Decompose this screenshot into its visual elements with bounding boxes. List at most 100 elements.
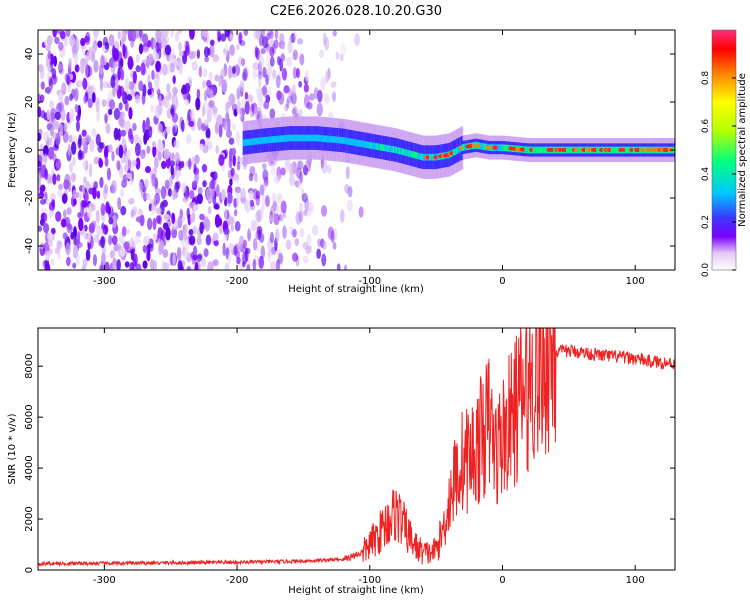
spectrogram-noise-cell <box>196 88 201 100</box>
spectrogram-noise-cell <box>147 39 152 48</box>
spectrogram-noise-cell <box>39 94 45 103</box>
spectrogram-noise-cell <box>154 81 159 92</box>
spectrogram-core-cell <box>403 148 406 156</box>
spectrogram-noise-cell <box>133 253 138 267</box>
spectrogram-noise-cell <box>265 94 271 103</box>
spectrogram-core-cell <box>395 146 398 154</box>
spectrogram-noise-cell <box>52 30 58 38</box>
spectrogram-core-cell <box>464 143 467 151</box>
spectrogram-noise-cell <box>228 137 235 145</box>
spectrogram-noise-cell <box>188 120 195 127</box>
spectrogram-noise-cell <box>280 200 287 214</box>
spectrogram-core-cell <box>317 134 320 142</box>
spectrogram-noise-cell <box>123 163 129 173</box>
spectrogram-noise-cell <box>199 213 205 221</box>
spectrogram-noise-cell <box>101 99 107 108</box>
spectrogram-noise-cell <box>74 103 79 113</box>
spectrogram-noise-cell <box>60 108 66 122</box>
spectrogram-noise-cell <box>308 202 314 213</box>
spectrogram-noise-cell <box>140 62 146 76</box>
spectrogram-noise-cell <box>294 180 300 188</box>
spectrogram-noise-cell <box>260 30 266 39</box>
spectrogram-core-cell <box>382 144 386 152</box>
spectrogram-noise-cell <box>286 56 293 68</box>
spectrogram-noise-cell <box>77 138 82 149</box>
spectrogram-noise-cell <box>280 52 285 63</box>
spectrogram-core-cell <box>624 146 628 154</box>
spectrogram-core-cell <box>261 137 265 144</box>
spectrogram-noise-cell <box>97 40 103 48</box>
spectrogram-noise-cell <box>293 31 297 42</box>
x-tick-label: -100 <box>358 575 381 586</box>
spectrogram-noise-cell <box>108 34 115 47</box>
spectrogram-noise-cell <box>46 109 50 121</box>
spectrogram-noise-cell <box>269 56 275 67</box>
spectrogram-noise-cell <box>128 197 135 205</box>
spectrogram-core-cell <box>252 138 255 146</box>
spectrogram-noise-cell <box>44 259 50 267</box>
spectrogram-core-cell <box>360 140 363 148</box>
spectrogram-core-cell <box>406 149 410 157</box>
spectrogram-core-cell <box>366 141 370 149</box>
spectrogram-noise-cell <box>143 246 149 254</box>
spectrogram-core-cell <box>349 138 352 146</box>
spectrogram-noise-cell <box>61 193 68 204</box>
spectrogram-noise-cell <box>226 118 231 131</box>
spectrogram-noise-cell <box>207 47 211 56</box>
spectrogram-core-cell <box>497 144 500 151</box>
spectrogram-core-cell <box>430 153 434 161</box>
spectrogram-noise-cell <box>124 261 130 268</box>
spectrogram-noise-cell <box>92 92 96 104</box>
spectrogram-noise-cell <box>344 183 350 194</box>
spectrogram-core-cell <box>355 139 359 147</box>
spectrogram-core-cell <box>484 143 488 151</box>
spectrogram-noise-cell <box>73 237 78 246</box>
spectrogram-noise-cell <box>279 58 284 72</box>
spectrogram-noise-cell <box>232 173 239 182</box>
spectrogram-core-cell <box>282 135 285 142</box>
spectrogram-core-cell <box>411 151 414 158</box>
spectrogram-noise-cell <box>48 136 53 146</box>
spectrogram-noise-cell <box>246 264 251 270</box>
spectrogram-core-cell <box>416 152 419 160</box>
spectrogram-noise-cell <box>177 215 183 229</box>
spectrogram-noise-cell <box>179 50 184 57</box>
spectrogram-noise-cell <box>205 234 212 246</box>
spectrogram-noise-cell <box>303 94 310 109</box>
spectrogram-noise-cell <box>177 259 183 270</box>
spectrogram-noise-cell <box>267 251 271 263</box>
spectrogram-noise-cell <box>331 91 337 102</box>
spectrogram-core-cell <box>392 146 395 153</box>
spectrogram-core-cell <box>610 146 613 154</box>
spectrogram-noise-cell <box>236 107 242 114</box>
y-tick-label: 4000 <box>24 455 35 480</box>
spectrogram-noise-cell <box>247 94 254 103</box>
spectrogram-noise-cell <box>185 134 192 144</box>
spectrogram-noise-cell <box>296 180 303 190</box>
spectrogram-noise-cell <box>249 110 253 119</box>
spectrogram-noise-cell <box>180 119 185 133</box>
spectrogram-noise-cell <box>40 198 46 205</box>
spectrogram-noise-cell <box>161 160 167 170</box>
spectrogram-noise-cell <box>321 253 327 267</box>
spectrogram-core-cell <box>577 146 580 154</box>
spectrogram-noise-cell <box>104 261 110 270</box>
spectrogram-noise-cell <box>152 233 157 242</box>
y-tick-label: -40 <box>24 238 35 254</box>
spectrogram-noise-cell <box>269 231 275 244</box>
spectrogram-noise-cell <box>257 70 263 80</box>
spectrogram-noise-cell <box>126 172 133 180</box>
spectrogram-noise-cell <box>151 173 157 187</box>
spectrogram-noise-cell <box>303 209 308 216</box>
spectrogram-noise-cell <box>282 225 287 239</box>
spectrogram-noise-cell <box>77 150 83 161</box>
spectrogram-noise-cell <box>229 33 233 42</box>
spectrogram-noise-cell <box>202 180 207 188</box>
spectrogram-core-cell <box>538 146 542 154</box>
spectrogram-noise-cell <box>224 208 228 220</box>
spectrogram-noise-cell <box>234 220 241 232</box>
y-tick-label: -20 <box>24 190 35 206</box>
spectrogram-noise-cell <box>288 174 296 186</box>
spectrogram-noise-cell <box>69 108 75 122</box>
spectrogram-core-cell <box>483 143 486 151</box>
